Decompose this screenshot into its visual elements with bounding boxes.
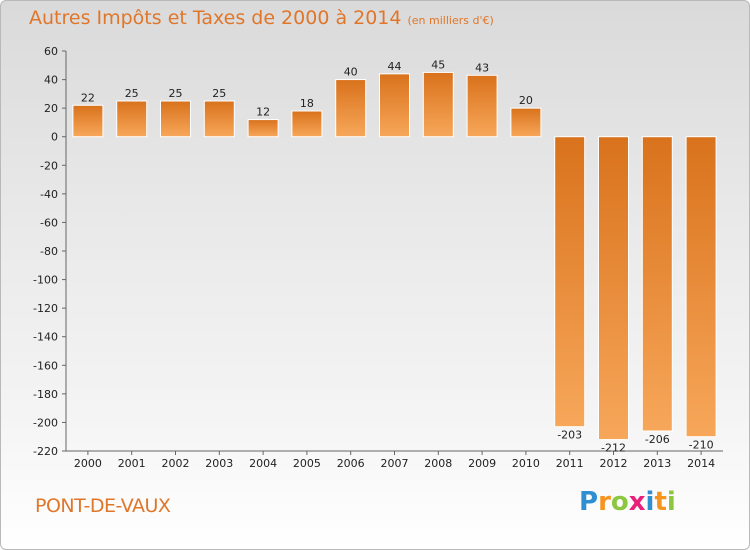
data-labels: 22 25 25 25 12 18 40 44 45 43 20 -203 -212 -206 -210 — [81, 58, 714, 454]
x-tick-label: 2011 — [556, 457, 584, 470]
y-tick-label: -20 — [40, 159, 58, 172]
x-tick-label: 2013 — [643, 457, 671, 470]
bar-2005 — [291, 110, 323, 138]
y-tick-label: -200 — [33, 416, 58, 429]
bar-2003 — [203, 100, 235, 138]
y-tick-label: -100 — [33, 274, 58, 287]
axes: 60 40 20 0 -20 -40 -60 -80 -100 -120 -140 -160 -180 -… — [33, 45, 723, 470]
bar-2012 — [598, 136, 629, 441]
y-tick-label: -60 — [40, 216, 58, 229]
data-label-2000: 22 — [81, 91, 95, 104]
bar-2011 — [554, 136, 586, 428]
bar-2009 — [466, 74, 498, 138]
chart-title-text: Autres Impôts et Taxes de 2000 à 2014 — [29, 7, 402, 29]
data-label-2011: -203 — [557, 429, 582, 442]
bar-2001 — [116, 100, 148, 138]
data-label-2014: -210 — [689, 439, 714, 452]
x-tick-label: 2007 — [381, 457, 409, 470]
bar-2007 — [379, 73, 410, 138]
bar-2008 — [422, 71, 454, 138]
bars — [72, 71, 717, 441]
proxiti-logo[interactable]: Proxiti — [579, 487, 676, 517]
y-tick-label: -220 — [33, 445, 58, 458]
bar-2014 — [685, 136, 717, 438]
logo-letter: x — [628, 487, 646, 517]
bar-2004 — [247, 119, 279, 138]
logo-letter: o — [610, 487, 629, 517]
x-tick-label: 2010 — [512, 457, 540, 470]
x-tick-label: 2000 — [74, 457, 102, 470]
y-tick-label: -80 — [40, 245, 58, 258]
data-label-2013: -206 — [645, 433, 670, 446]
y-tick-label: -140 — [33, 331, 58, 344]
chart-subtitle: (en milliers d'€) — [407, 14, 494, 27]
data-label-2008: 45 — [431, 58, 445, 71]
y-tick-label: 60 — [44, 45, 58, 58]
y-tick-label: 20 — [44, 102, 58, 115]
chart-title: Autres Impôts et Taxes de 2000 à 2014 (en… — [29, 7, 494, 29]
x-tick-label: 2012 — [600, 457, 628, 470]
data-label-2012: -212 — [601, 442, 626, 455]
data-label-2001: 25 — [125, 87, 139, 100]
x-tick-label: 2002 — [162, 457, 190, 470]
x-tick-label: 2004 — [249, 457, 277, 470]
bar-2002 — [160, 100, 191, 138]
x-tick-label: 2001 — [118, 457, 146, 470]
y-tick-label: -40 — [40, 188, 58, 201]
data-label-2005: 18 — [300, 97, 314, 110]
x-tick-label: 2006 — [337, 457, 365, 470]
logo-letter: t — [654, 487, 667, 517]
logo-letter: i — [645, 487, 655, 517]
data-label-2004: 12 — [256, 106, 270, 119]
x-tick-label: 2014 — [687, 457, 715, 470]
x-tick-label: 2003 — [205, 457, 233, 470]
y-tick-label: -180 — [33, 388, 58, 401]
data-label-2003: 25 — [212, 87, 226, 100]
logo-letter: r — [598, 487, 611, 517]
x-tick-label: 2009 — [468, 457, 496, 470]
data-label-2007: 44 — [388, 60, 402, 73]
x-tick-label: 2008 — [424, 457, 452, 470]
bar-2000 — [72, 104, 104, 138]
town-name: PONT-DE-VAUX — [35, 495, 171, 517]
data-label-2002: 25 — [169, 87, 183, 100]
y-tick-label: 40 — [44, 74, 58, 87]
x-tick-label: 2005 — [293, 457, 321, 470]
bar-2006 — [335, 79, 367, 138]
y-tick-label: -160 — [33, 359, 58, 372]
logo-letter: P — [579, 487, 599, 517]
data-label-2009: 43 — [475, 61, 489, 74]
data-label-2006: 40 — [344, 66, 358, 79]
y-tick-label: -120 — [33, 302, 58, 315]
logo-letter: i — [666, 487, 676, 517]
bar-2013 — [641, 136, 673, 432]
bar-2010 — [510, 107, 542, 138]
data-label-2010: 20 — [519, 94, 533, 107]
y-tick-label: 0 — [51, 131, 58, 144]
